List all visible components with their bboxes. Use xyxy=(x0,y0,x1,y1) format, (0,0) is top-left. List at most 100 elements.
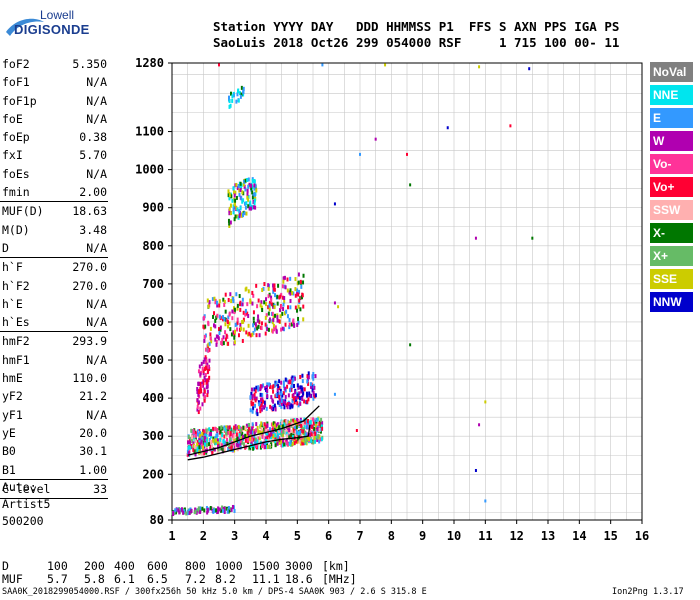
param-row-md: M(D) 3.48 xyxy=(0,221,110,239)
data-point xyxy=(216,428,219,433)
data-point xyxy=(276,294,279,299)
data-point xyxy=(252,401,255,406)
data-point xyxy=(270,432,273,437)
data-point xyxy=(255,443,258,448)
data-point xyxy=(201,402,204,407)
data-point xyxy=(244,425,247,430)
data-point xyxy=(228,434,231,439)
data-point xyxy=(311,427,314,432)
data-point xyxy=(474,236,477,240)
distance-cell: 200 xyxy=(84,559,105,573)
data-point xyxy=(259,386,262,391)
data-point xyxy=(284,322,287,327)
data-point xyxy=(297,272,300,277)
data-point xyxy=(272,404,275,409)
data-point xyxy=(231,504,234,509)
data-point xyxy=(254,398,257,403)
data-point xyxy=(190,508,193,513)
param-row-hes: h`Es N/A xyxy=(0,313,110,331)
data-point xyxy=(263,400,266,405)
data-point xyxy=(333,202,336,206)
data-point xyxy=(198,442,201,447)
data-point xyxy=(204,378,207,383)
data-point xyxy=(298,391,301,396)
data-point xyxy=(218,303,221,308)
data-point xyxy=(271,427,274,432)
data-point xyxy=(294,390,297,395)
data-point xyxy=(247,184,250,189)
data-point xyxy=(294,419,297,424)
data-point xyxy=(509,124,512,128)
data-point xyxy=(311,388,314,393)
data-point xyxy=(214,435,217,440)
data-point xyxy=(295,398,298,403)
data-point xyxy=(206,393,209,398)
data-point xyxy=(209,444,212,449)
data-point xyxy=(221,341,224,346)
param-label: foF2 xyxy=(2,57,30,71)
data-point xyxy=(247,332,250,337)
data-point xyxy=(204,395,207,400)
data-point xyxy=(244,287,247,292)
data-point xyxy=(206,370,209,375)
data-point xyxy=(260,407,263,412)
data-point xyxy=(239,302,242,307)
data-point xyxy=(280,396,283,401)
data-point xyxy=(202,392,205,397)
data-point xyxy=(279,422,282,427)
param-row-fof1: foF1 N/A xyxy=(0,73,110,91)
data-point xyxy=(275,423,278,428)
x-tick-label: 5 xyxy=(294,529,301,543)
data-point xyxy=(233,335,236,340)
data-point xyxy=(292,377,295,382)
param-row-ye: yE 20.0 xyxy=(0,424,110,442)
data-point xyxy=(199,386,202,391)
data-point xyxy=(269,435,272,440)
data-point xyxy=(242,92,245,97)
data-point xyxy=(252,323,255,328)
data-point xyxy=(310,438,313,443)
virtual-height-trace xyxy=(187,424,311,461)
data-point xyxy=(217,444,220,449)
data-point xyxy=(252,205,255,210)
data-point xyxy=(293,441,296,446)
data-point xyxy=(288,402,291,407)
legend-item-vo: Vo- xyxy=(650,154,693,174)
data-point xyxy=(229,103,232,108)
data-point xyxy=(262,405,265,410)
data-point xyxy=(263,438,266,443)
data-point xyxy=(271,311,274,316)
data-point xyxy=(196,442,199,447)
data-point xyxy=(199,506,202,511)
data-point xyxy=(194,452,197,457)
data-point xyxy=(237,436,240,441)
data-point xyxy=(246,192,249,197)
legend-item-w: W xyxy=(650,131,693,151)
data-point xyxy=(288,317,291,322)
data-point xyxy=(262,441,265,446)
data-point xyxy=(306,419,309,424)
param-row-yf1: yF1 N/A xyxy=(0,406,110,424)
data-point xyxy=(207,364,210,369)
digisonde-logo-swoosh-icon xyxy=(6,18,44,36)
data-point xyxy=(236,207,239,212)
data-point xyxy=(198,430,201,435)
data-point xyxy=(278,379,281,384)
data-point xyxy=(205,443,208,448)
data-point xyxy=(252,199,255,204)
data-point xyxy=(242,442,245,447)
data-point xyxy=(201,443,204,448)
data-point xyxy=(197,508,200,513)
data-point xyxy=(272,384,275,389)
param-row-hme: hmE 110.0 xyxy=(0,369,110,387)
data-point xyxy=(251,190,254,195)
data-point xyxy=(251,430,254,435)
data-point xyxy=(282,302,285,307)
footer-file-info: SAA0K_2018299054000.RSF / 300fx256h 50 k… xyxy=(2,587,427,597)
data-point xyxy=(307,371,310,376)
data-point xyxy=(274,439,277,444)
data-point xyxy=(202,381,205,386)
data-point xyxy=(270,442,273,447)
param-row-hmf2: hmF2 293.9 xyxy=(0,332,110,350)
data-point xyxy=(212,314,215,319)
